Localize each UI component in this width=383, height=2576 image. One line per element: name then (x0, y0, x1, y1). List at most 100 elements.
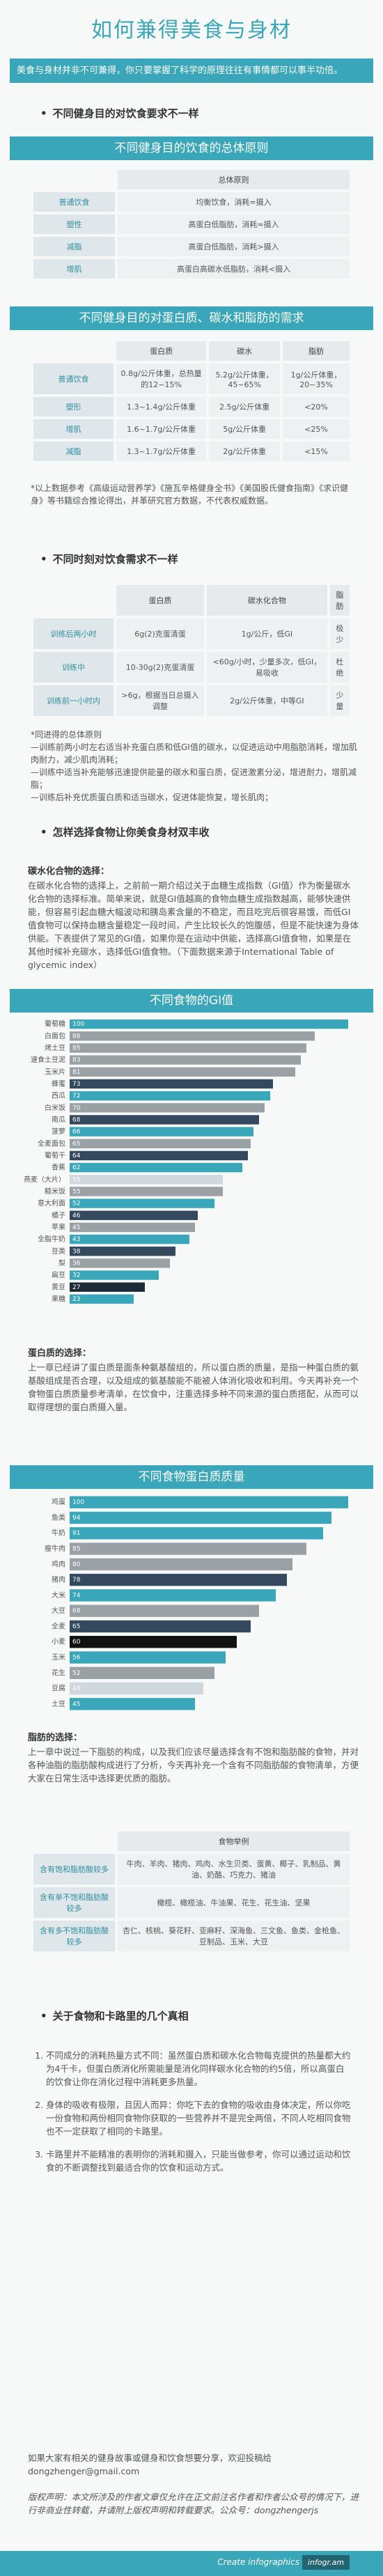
value-label: 48 (72, 1685, 81, 1692)
cell: 1.6~1.7g/公斤体重 (116, 419, 207, 439)
banner: 不同健身目的饮食的总体原则 (10, 136, 373, 160)
bar (70, 1043, 306, 1053)
bar (70, 1210, 198, 1220)
cell: 0.8g/公斤体重，总热量的12~15% (116, 364, 207, 394)
bar (70, 1187, 223, 1196)
paragraph: 上一章中说过一下脂肪的构成，以及我们应该尽量选择含有不饱和脂肪酸的食物，并对各种… (28, 1747, 359, 1783)
note-line: *同进得的总体原则 (31, 730, 102, 740)
bar (70, 1682, 203, 1695)
value-label: 52 (72, 1201, 80, 1208)
value-label: 38 (72, 1248, 81, 1255)
empty-cell (33, 341, 114, 361)
cell: 1.3~1.7g/公斤体重 (116, 442, 207, 461)
category-label: 豆腐 (52, 1684, 65, 1693)
category-label: 菠萝 (52, 1127, 65, 1136)
row-label: 减脂 (33, 237, 115, 256)
cell: <20% (283, 397, 350, 416)
cell: 1g/公斤体重，20~35% (283, 364, 350, 394)
paragraph: 在碳水化合物的选择上，之前前一期介绍过关于血糖生成指数（GI值）作为衡量碳水化合… (28, 880, 359, 970)
table: 食物举例 含有饱和脂肪酸较多 牛肉、羊肉、猪肉、鸡肉、水生贝类、蛋黄、椰子、乳制品、… (31, 1829, 352, 1954)
cell: <60g/小时，少量多次，低GI，易吸收 (207, 652, 327, 682)
category-label: 香蕉 (52, 1164, 65, 1172)
sub-heading: 蛋白质的选择： (28, 1348, 92, 1359)
row-label: 普通饮食 (33, 364, 114, 394)
table-header-row: 蛋白质 碳水化合物 脂肪 (33, 585, 350, 616)
category-label: 西瓜 (52, 1092, 65, 1100)
cell: >6g，根据当日总摄入调整 (116, 685, 205, 716)
value-label: 62 (72, 1164, 80, 1171)
category-label: 糙米饭 (45, 1187, 65, 1196)
note-line: —训练中适当补充能够迅速提供能量的碳水和蛋白质，促进激素分泌，增进耐力，增肌减脂… (31, 767, 357, 790)
footer-text[interactable]: Create infographics (217, 2557, 299, 2567)
chart-title: 不同食物的GI值 (10, 989, 373, 1013)
value-label: 66 (72, 1129, 81, 1136)
category-label: 大豆 (52, 1606, 65, 1615)
cell: 10-30g(2)克蛋清蛋 (116, 652, 205, 682)
table-goals: 总体原则 普通饮食 均衡饮食，消耗=摄入 塑性 高蛋白低脂肪，消耗≈摄入 减脂 高蛋白低脂肪… (31, 167, 352, 281)
category-label: 豆类 (52, 1247, 65, 1256)
bar (70, 1558, 292, 1570)
table-row: 含有单不饱和脂肪酸较多 橄榄、橄榄油、牛油果、花生、花生油、坚果 (33, 1887, 350, 1918)
cell: 杜绝 (329, 652, 350, 682)
header-cell: 总体原则 (118, 170, 350, 189)
value-label: 85 (72, 1546, 80, 1553)
value-label: 94 (72, 1515, 81, 1522)
value-label: 68 (72, 1116, 81, 1123)
paragraph: 上一章已经讲了蛋白质是面条种氨基酸组的，所以蛋白质的质量，是指一种蛋白质的氨基酸… (28, 1362, 359, 1412)
category-label: 燕麦（大片） (24, 1175, 65, 1184)
category-label: 全脂牛奶 (38, 1235, 65, 1244)
email[interactable]: dongzhenger@gmail.com (28, 2466, 140, 2476)
table-header-row: 蛋白质 碳水 脂肪 (33, 341, 350, 361)
bar (70, 1162, 242, 1173)
value-label: 73 (72, 1081, 80, 1088)
category-label: 小麦 (52, 1638, 65, 1646)
value-label: 55 (72, 1176, 80, 1183)
category-label: 意大利面 (38, 1199, 65, 1208)
cell: 5g/公斤体重 (209, 419, 281, 439)
sub-heading: 脂肪的选择： (28, 1733, 83, 1743)
bar (70, 1139, 251, 1148)
table-row: 增肌 1.6~1.7g/公斤体重 5g/公斤体重 <25% (33, 419, 350, 439)
category-label: 鱼类 (52, 1513, 65, 1522)
bar (70, 1620, 251, 1633)
list-item: 不同成分的消耗热量方式不同：虽然蛋白质和碳水化合物每克提供的热量都大约为4千卡，… (46, 2049, 351, 2089)
footer: Create infographics infogr.am (0, 2551, 383, 2576)
bar (70, 1127, 253, 1137)
cell: <25% (283, 419, 350, 439)
category-label: 全麦 (52, 1621, 65, 1630)
row-label: 含有饱和脂肪酸较多 (33, 1854, 115, 1884)
value-label: 60 (72, 1639, 81, 1646)
chart-title: 不同食物蛋白质质量 (10, 1465, 373, 1489)
chart: 葡萄糖 100 白面包 88 烤土豆 85 速食土豆泥 83 玉米片 81 蜂蜜 73 西瓜 72 白米饭 7… (24, 1020, 348, 1304)
bar (70, 1055, 301, 1065)
row-label: 含有单不饱和脂肪酸较多 (33, 1887, 115, 1918)
category-label: 葡萄干 (45, 1150, 65, 1160)
empty-cell (33, 170, 115, 189)
bar (70, 1573, 287, 1586)
value-label: 46 (72, 1212, 81, 1219)
section-heading: 不同健身目的对饮食要求不一样 (0, 106, 383, 120)
table: 蛋白质 碳水 脂肪 普通饮食 0.8g/公斤体重，总热量的12~15% 5.2g/公斤体重… (31, 338, 352, 464)
category-label: 果糖 (52, 1294, 65, 1303)
cell: 2g/公斤体重 (209, 442, 281, 461)
header-cell: 碳水化合物 (207, 585, 327, 616)
row-label: 塑形 (33, 397, 114, 416)
value-label: 56 (72, 1655, 81, 1662)
cell: 高蛋白低脂肪，消耗≈摄入 (118, 214, 350, 234)
value-label: 83 (72, 1057, 80, 1064)
row-label: 增肌 (33, 259, 115, 279)
footer-badge[interactable]: infogr.am (302, 2555, 350, 2570)
row-label: 训练中 (33, 652, 114, 682)
value-label: 70 (72, 1104, 81, 1111)
note-line: —训练后补充优质蛋白质和适当碳水，促进体能恢复，增长肌肉； (31, 793, 274, 802)
header-cell: 碳水 (209, 341, 281, 361)
table-row: 塑性 高蛋白低脂肪，消耗≈摄入 (33, 214, 350, 234)
bar (70, 1247, 175, 1256)
bar (70, 1698, 195, 1710)
value-label: 64 (72, 1153, 81, 1160)
row-label: 减脂 (33, 442, 114, 461)
cell: 2g/公斤体重，中等GI (207, 685, 327, 716)
category-label: 花生 (52, 1668, 65, 1677)
value-label: 74 (72, 1592, 81, 1599)
empty-cell (33, 1832, 115, 1851)
